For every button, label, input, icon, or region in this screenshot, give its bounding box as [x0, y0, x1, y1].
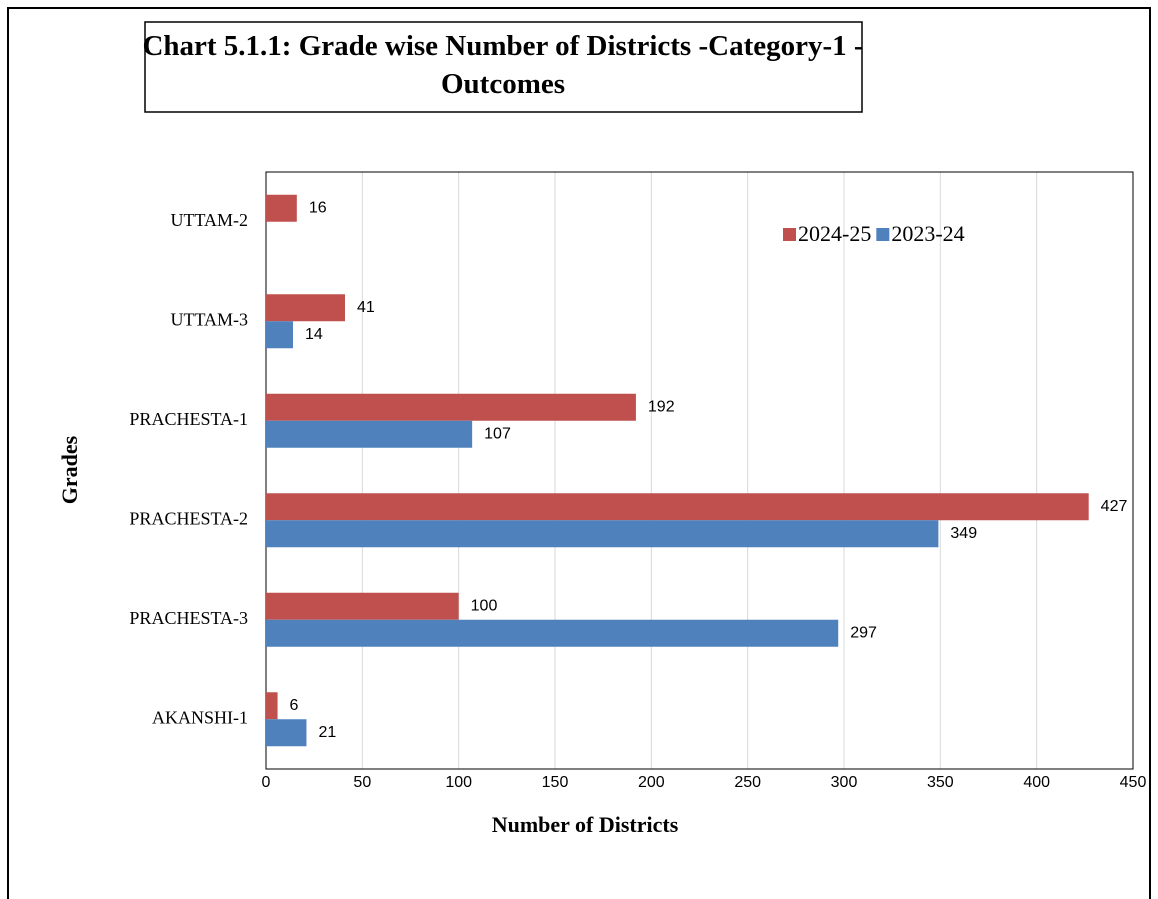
bar	[266, 719, 307, 747]
y-tick-label: PRACHESTA-1	[129, 409, 248, 429]
x-tick-label: 300	[831, 774, 858, 791]
data-label: 21	[318, 724, 336, 741]
x-tick-label: 50	[353, 774, 371, 791]
data-label: 349	[950, 525, 977, 542]
x-tick-label: 350	[927, 774, 954, 791]
legend-swatch	[783, 228, 796, 241]
x-tick-label: 250	[734, 774, 761, 791]
x-tick-label: 0	[262, 774, 271, 791]
data-label: 107	[484, 425, 511, 442]
bar	[266, 393, 636, 421]
bar	[266, 520, 939, 548]
legend-label: 2023-24	[891, 221, 964, 246]
y-tick-label: UTTAM-2	[170, 210, 248, 230]
title-line: Outcomes	[441, 68, 565, 100]
bar	[266, 420, 473, 448]
data-label: 100	[471, 597, 498, 614]
x-tick-label: 100	[445, 774, 472, 791]
x-tick-label: 150	[542, 774, 569, 791]
data-label: 16	[309, 199, 327, 216]
bar	[266, 294, 345, 322]
x-tick-label: 400	[1023, 774, 1050, 791]
y-tick-label: UTTAM-3	[170, 309, 248, 329]
data-label: 41	[357, 299, 375, 316]
plot-border	[265, 171, 1134, 770]
bar	[266, 321, 293, 349]
x-tick-label: 450	[1120, 774, 1147, 791]
bar	[266, 592, 459, 620]
bar	[266, 194, 297, 222]
data-label: 14	[305, 326, 323, 343]
x-axis-title: Number of Districts	[492, 812, 679, 837]
y-axis-title: Grades	[57, 435, 82, 504]
x-tick-label: 200	[638, 774, 665, 791]
data-label: 427	[1101, 498, 1128, 515]
bar	[266, 619, 839, 647]
data-label: 297	[850, 624, 877, 641]
data-label: 192	[648, 398, 675, 415]
page-border	[7, 7, 1151, 899]
data-label: 6	[290, 697, 299, 714]
y-tick-label: PRACHESTA-2	[129, 508, 248, 528]
legend-label: 2024-25	[798, 221, 871, 246]
bar	[266, 493, 1089, 521]
bar	[266, 692, 278, 720]
title-line: Chart 5.1.1: Grade wise Number of Distri…	[142, 30, 863, 62]
y-tick-label: PRACHESTA-3	[129, 608, 248, 628]
chart-title: Chart 5.1.1: Grade wise Number of Distri…	[142, 30, 863, 100]
y-tick-label: AKANSHI-1	[152, 707, 248, 727]
legend-swatch	[876, 228, 890, 241]
title-box	[144, 21, 863, 113]
